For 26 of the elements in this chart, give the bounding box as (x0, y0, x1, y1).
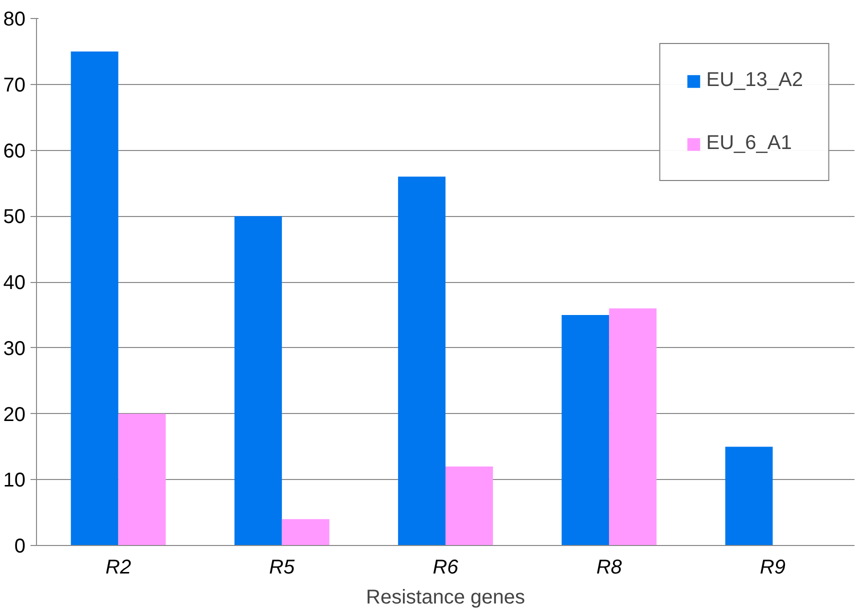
x-axis-title: Resistance genes (366, 586, 525, 608)
y-tick-label: 30 (3, 338, 26, 360)
bar (398, 176, 446, 546)
y-tick-label: 20 (3, 404, 26, 426)
y-tick-label: 0 (14, 536, 26, 558)
bar (562, 314, 610, 546)
x-tick-label: R2 (106, 556, 132, 578)
bar (609, 308, 657, 546)
bar (234, 216, 282, 546)
bar (446, 466, 493, 546)
x-tick-label: R9 (760, 556, 786, 578)
bar (725, 446, 773, 546)
x-tick-label: R8 (596, 556, 622, 578)
y-tick-label: 80 (3, 8, 26, 30)
y-tick-label: 60 (3, 140, 26, 162)
y-tick-label: 50 (3, 206, 26, 228)
x-tick-label: R5 (269, 556, 296, 578)
x-tick-label: R6 (432, 556, 460, 578)
y-tick-label: 40 (3, 272, 26, 294)
y-tick-label: 10 (3, 470, 26, 492)
legend-label: EU_13_A2 (706, 69, 803, 92)
bar (118, 414, 166, 546)
bar (282, 519, 330, 546)
legend-label: EU_6_A1 (706, 132, 792, 155)
y-tick-label: 70 (3, 74, 26, 96)
bar (70, 51, 118, 546)
